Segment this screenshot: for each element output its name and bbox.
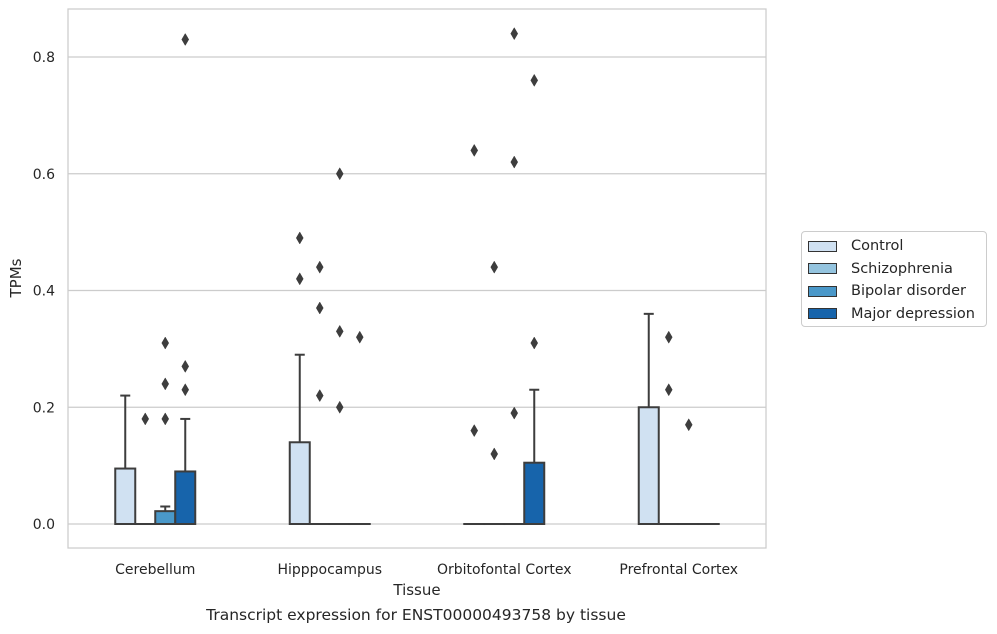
outlier-point (684, 418, 693, 432)
outlier-point (335, 167, 344, 181)
y-tick-labels: 0.0 0.2 0.4 0.6 0.8 (33, 50, 55, 533)
outlier-point (510, 155, 519, 169)
legend-swatch-schizophrenia (808, 263, 837, 275)
outlier-point (181, 359, 190, 373)
legend-item-major-depression: Major depression (808, 303, 986, 326)
figure-caption: Transcript expression for ENST0000049375… (206, 606, 626, 624)
outlier-point (161, 336, 170, 350)
y-tick-label: 0.8 (33, 50, 55, 66)
x-tick-label: Cerebellum (115, 562, 195, 578)
y-tick-label: 0.4 (33, 284, 55, 300)
outlier-point (530, 73, 539, 87)
x-axis-label: Tissue (392, 581, 440, 599)
box (637, 406, 660, 525)
outlier-point (295, 231, 304, 245)
outlier-point (141, 412, 150, 426)
y-tick-label: 0.0 (33, 517, 55, 533)
outlier-point (181, 383, 190, 397)
legend-label-major-depression: Major depression (851, 305, 975, 322)
legend-label-bipolar-disorder: Bipolar disorder (851, 283, 966, 300)
legend-label-schizophrenia: Schizophrenia (851, 260, 953, 277)
legend-item-bipolar-disorder: Bipolar disorder (808, 280, 986, 303)
outlier-point (510, 406, 519, 420)
box (288, 441, 311, 525)
outlier-point (315, 389, 324, 403)
x-tick-label: Orbitofontal Cortex (437, 562, 572, 578)
x-tick-labels: Cerebellum Hipppocampus Orbitofontal Corte… (115, 562, 738, 578)
outlier-point (490, 447, 499, 461)
outlier-point (470, 424, 479, 438)
gridlines (68, 56, 766, 525)
box (523, 461, 546, 525)
legend-item-control: Control (808, 235, 986, 258)
outlier-point (315, 301, 324, 315)
legend-swatch-bipolar-disorder (808, 285, 837, 297)
outlier-point (315, 260, 324, 274)
box (154, 510, 177, 526)
legend-swatch-control (808, 240, 837, 252)
legend-item-schizophrenia: Schizophrenia (808, 258, 986, 281)
y-axis-label: TPMs (7, 258, 25, 298)
outlier-point (664, 383, 673, 397)
outlier-point (530, 336, 539, 350)
y-tick-label: 0.6 (33, 167, 55, 183)
outlier-point (181, 32, 190, 46)
y-tick-label: 0.2 (33, 400, 55, 416)
box (114, 467, 137, 526)
plot-frame (67, 8, 767, 549)
x-tick-label: Hipppocampus (277, 562, 382, 578)
outlier-point (335, 400, 344, 414)
legend-label-control: Control (851, 238, 904, 255)
legend-swatch-major-depression (808, 308, 837, 320)
outlier-point (335, 324, 344, 338)
x-tick-label: Prefrontal Cortex (619, 562, 738, 578)
outlier-point (470, 143, 479, 157)
box-layer (114, 27, 720, 526)
outlier-point (161, 412, 170, 426)
outlier-point (664, 330, 673, 344)
outlier-point (295, 272, 304, 286)
outlier-point (355, 330, 364, 344)
outlier-point (161, 377, 170, 391)
outlier-point (490, 260, 499, 274)
outlier-point (510, 27, 519, 41)
box (174, 470, 197, 525)
legend: Control Schizophrenia Bipolar disorder M… (801, 231, 987, 327)
